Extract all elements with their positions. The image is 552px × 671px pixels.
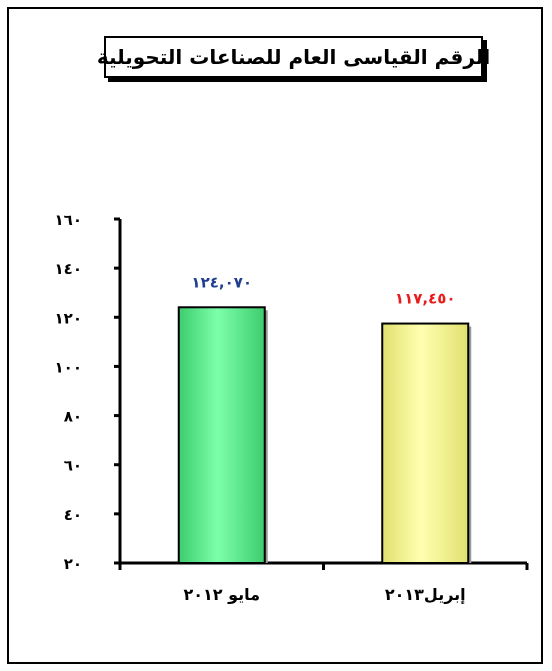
y-tick-label: ٨٠ <box>64 408 82 426</box>
chart-title: الرقم القياسى العام للصناعات التحويلية <box>96 45 491 69</box>
x-category-label: إبريل٢٠١٣ <box>385 585 466 604</box>
bar-value-label: ١٢٤,٠٧٠ <box>191 273 252 291</box>
chart-title-box: الرقم القياسى العام للصناعات التحويلية <box>97 36 490 78</box>
y-tick-label: ٢٠ <box>64 555 82 573</box>
y-tick-label: ١٢٠ <box>55 309 82 327</box>
chart-bars <box>177 306 472 565</box>
chart-labels: ٢٠ ٤٠ ٦٠ ٨٠ ١٠٠ ١٢٠ ١٤٠ ١٦٠ ١٢٤,٠٧٠ مايو ٢٠١٢ ١١٧,… <box>55 211 466 604</box>
x-category-label: مايو ٢٠١٢ <box>183 585 260 604</box>
bar <box>381 322 470 564</box>
bar-value-label: ١١٧,٤٥٠ <box>395 290 456 308</box>
y-tick-label: ١٦٠ <box>55 211 82 229</box>
y-tick-label: ٤٠ <box>64 506 82 524</box>
y-tick-label: ١٤٠ <box>55 260 82 278</box>
bar <box>177 306 266 565</box>
y-tick-label: ١٠٠ <box>55 358 82 376</box>
y-tick-label: ٦٠ <box>64 457 82 475</box>
